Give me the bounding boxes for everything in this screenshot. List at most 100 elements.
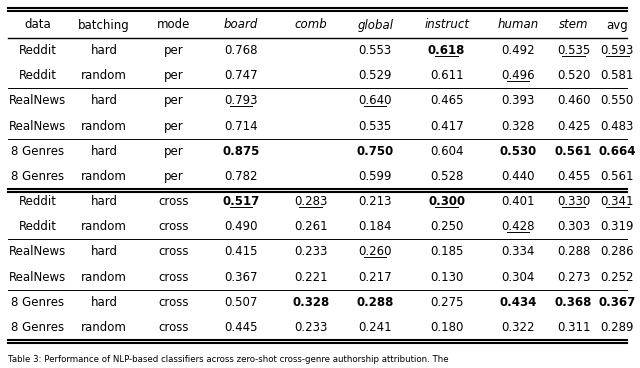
Text: 0.273: 0.273 xyxy=(557,270,591,284)
Text: 0.401: 0.401 xyxy=(501,195,535,208)
Text: 0.330: 0.330 xyxy=(557,195,590,208)
Text: Reddit: Reddit xyxy=(19,69,57,82)
Text: 0.283: 0.283 xyxy=(294,195,327,208)
Text: 0.529: 0.529 xyxy=(358,69,392,82)
Text: 0.260: 0.260 xyxy=(358,245,392,258)
Text: 0.492: 0.492 xyxy=(501,44,535,57)
Text: 0.750: 0.750 xyxy=(356,145,394,158)
Text: 0.428: 0.428 xyxy=(501,220,535,233)
Text: 0.368: 0.368 xyxy=(555,296,593,309)
Text: 0.455: 0.455 xyxy=(557,170,590,183)
Text: per: per xyxy=(164,170,184,183)
Text: 0.252: 0.252 xyxy=(600,270,634,284)
Text: 0.286: 0.286 xyxy=(600,245,634,258)
Text: 0.553: 0.553 xyxy=(358,44,392,57)
Text: 0.261: 0.261 xyxy=(294,220,328,233)
Text: 0.233: 0.233 xyxy=(294,245,327,258)
Text: 0.714: 0.714 xyxy=(225,120,258,132)
Text: random: random xyxy=(81,120,127,132)
Text: 0.319: 0.319 xyxy=(600,220,634,233)
Text: 0.328: 0.328 xyxy=(501,120,535,132)
Text: Table 3: Performance of NLP-based classifiers across zero-shot cross-genre autho: Table 3: Performance of NLP-based classi… xyxy=(8,355,449,364)
Text: per: per xyxy=(164,95,184,107)
Text: 0.184: 0.184 xyxy=(358,220,392,233)
Text: 0.275: 0.275 xyxy=(430,296,463,309)
Text: 0.233: 0.233 xyxy=(294,321,327,334)
Text: cross: cross xyxy=(159,195,189,208)
Text: 0.241: 0.241 xyxy=(358,321,392,334)
Text: mode: mode xyxy=(157,18,190,32)
Text: 0.288: 0.288 xyxy=(356,296,394,309)
Text: 0.581: 0.581 xyxy=(601,69,634,82)
Text: human: human xyxy=(497,18,539,32)
Text: RealNews: RealNews xyxy=(9,95,67,107)
Text: 0.483: 0.483 xyxy=(601,120,634,132)
Text: 0.213: 0.213 xyxy=(358,195,392,208)
Text: 0.311: 0.311 xyxy=(557,321,591,334)
Text: 0.768: 0.768 xyxy=(225,44,258,57)
Text: 0.507: 0.507 xyxy=(225,296,258,309)
Text: 0.440: 0.440 xyxy=(501,170,535,183)
Text: 0.289: 0.289 xyxy=(600,321,634,334)
Text: 0.250: 0.250 xyxy=(430,220,463,233)
Text: 0.417: 0.417 xyxy=(430,120,463,132)
Text: 0.334: 0.334 xyxy=(501,245,535,258)
Text: 0.221: 0.221 xyxy=(294,270,328,284)
Text: hard: hard xyxy=(91,95,118,107)
Text: 0.367: 0.367 xyxy=(225,270,258,284)
Text: 0.490: 0.490 xyxy=(225,220,258,233)
Text: 0.130: 0.130 xyxy=(430,270,463,284)
Text: per: per xyxy=(164,120,184,132)
Text: hard: hard xyxy=(91,195,118,208)
Text: global: global xyxy=(357,18,393,32)
Text: random: random xyxy=(81,170,127,183)
Text: stem: stem xyxy=(559,18,588,32)
Text: 0.517: 0.517 xyxy=(223,195,260,208)
Text: 0.445: 0.445 xyxy=(225,321,258,334)
Text: instruct: instruct xyxy=(424,18,469,32)
Text: 0.465: 0.465 xyxy=(430,95,463,107)
Text: 0.180: 0.180 xyxy=(430,321,463,334)
Text: 0.434: 0.434 xyxy=(499,296,537,309)
Text: hard: hard xyxy=(91,44,118,57)
Text: 8 Genres: 8 Genres xyxy=(11,321,64,334)
Text: 0.460: 0.460 xyxy=(557,95,591,107)
Text: cross: cross xyxy=(159,245,189,258)
Text: Reddit: Reddit xyxy=(19,44,57,57)
Text: Reddit: Reddit xyxy=(19,220,57,233)
Text: 0.640: 0.640 xyxy=(358,95,392,107)
Text: RealNews: RealNews xyxy=(9,245,67,258)
Text: random: random xyxy=(81,69,127,82)
Text: Reddit: Reddit xyxy=(19,195,57,208)
Text: 0.782: 0.782 xyxy=(225,170,258,183)
Text: 0.217: 0.217 xyxy=(358,270,392,284)
Text: 0.604: 0.604 xyxy=(430,145,463,158)
Text: 8 Genres: 8 Genres xyxy=(11,170,64,183)
Text: 0.300: 0.300 xyxy=(428,195,465,208)
Text: 0.593: 0.593 xyxy=(601,44,634,57)
Text: 0.341: 0.341 xyxy=(600,195,634,208)
Text: 0.747: 0.747 xyxy=(225,69,258,82)
Text: 0.664: 0.664 xyxy=(598,145,636,158)
Text: 0.793: 0.793 xyxy=(225,95,258,107)
Text: comb: comb xyxy=(294,18,327,32)
Text: 0.303: 0.303 xyxy=(557,220,590,233)
Text: 0.496: 0.496 xyxy=(501,69,535,82)
Text: 0.328: 0.328 xyxy=(292,296,329,309)
Text: per: per xyxy=(164,44,184,57)
Text: 0.185: 0.185 xyxy=(430,245,463,258)
Text: 0.393: 0.393 xyxy=(501,95,535,107)
Text: 0.322: 0.322 xyxy=(501,321,535,334)
Text: 0.415: 0.415 xyxy=(225,245,258,258)
Text: random: random xyxy=(81,220,127,233)
Text: batching: batching xyxy=(78,18,130,32)
Text: 8 Genres: 8 Genres xyxy=(11,296,64,309)
Text: 0.304: 0.304 xyxy=(501,270,535,284)
Text: 0.611: 0.611 xyxy=(430,69,463,82)
Text: hard: hard xyxy=(91,145,118,158)
Text: RealNews: RealNews xyxy=(9,270,67,284)
Text: cross: cross xyxy=(159,220,189,233)
Text: 0.561: 0.561 xyxy=(555,145,593,158)
Text: data: data xyxy=(24,18,51,32)
Text: 8 Genres: 8 Genres xyxy=(11,145,64,158)
